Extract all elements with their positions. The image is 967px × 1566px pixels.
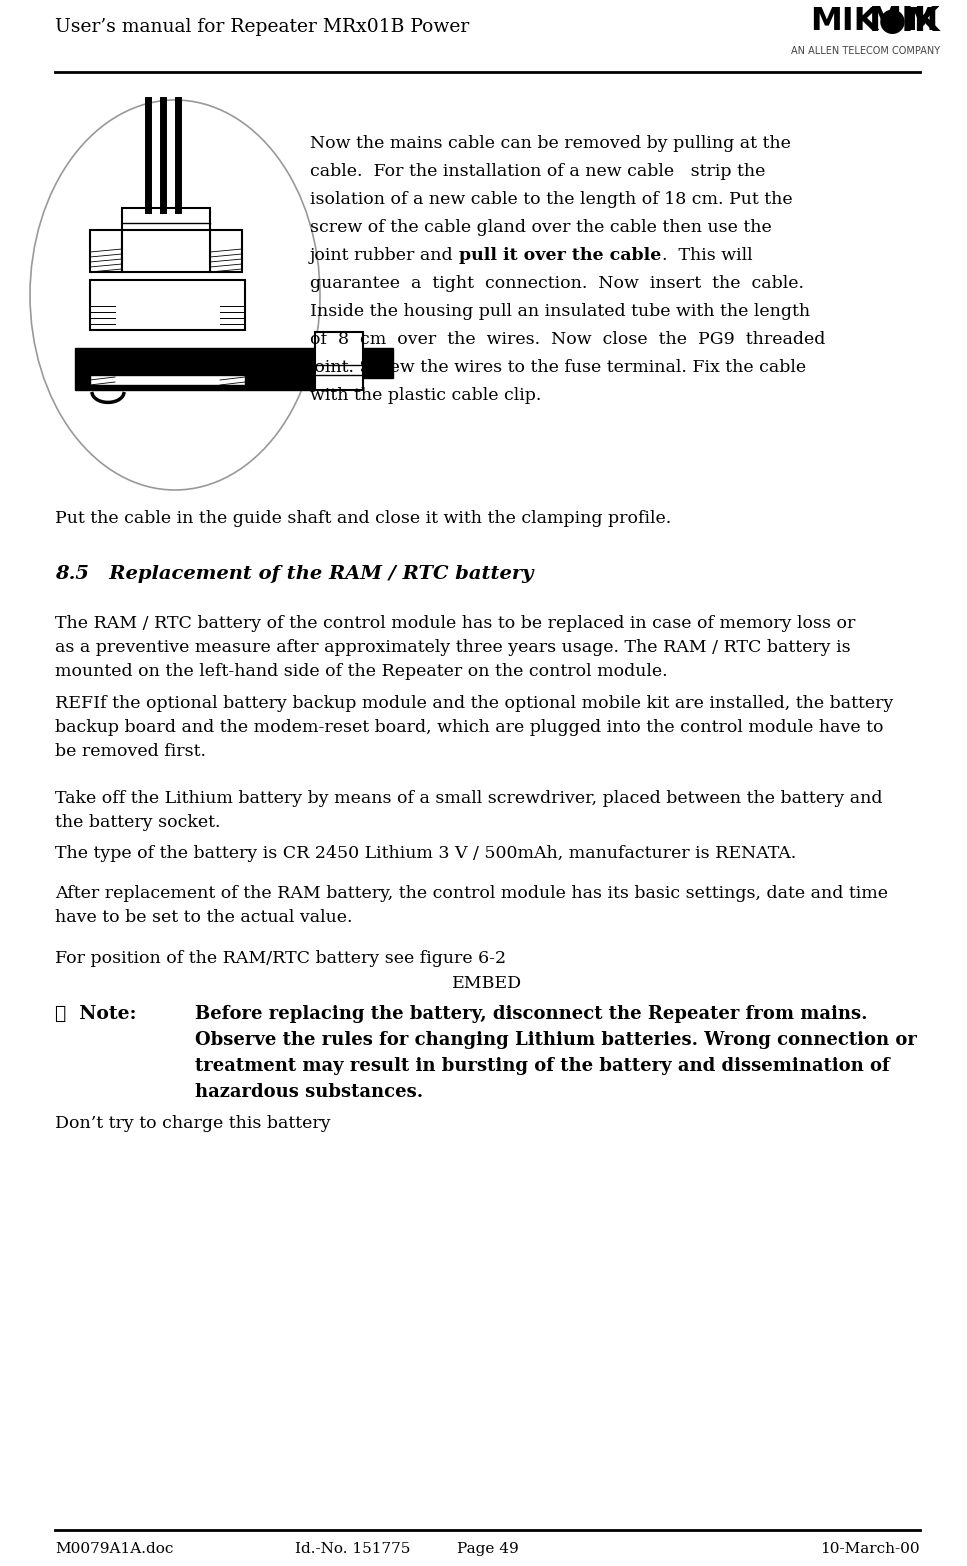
- Text: have to be set to the actual value.: have to be set to the actual value.: [55, 908, 353, 926]
- Text: be removed first.: be removed first.: [55, 742, 206, 760]
- Text: M0079A1A.doc: M0079A1A.doc: [55, 1543, 173, 1557]
- Text: Now the mains cable can be removed by pulling at the: Now the mains cable can be removed by pu…: [310, 135, 791, 152]
- Text: guarantee  a  tight  connection.  Now  insert  the  cable.: guarantee a tight connection. Now insert…: [310, 276, 804, 291]
- Text: mounted on the left-hand side of the Repeater on the control module.: mounted on the left-hand side of the Rep…: [55, 662, 667, 680]
- Text: treatment may result in bursting of the battery and dissemination of: treatment may result in bursting of the …: [195, 1057, 890, 1074]
- Text: Page 49: Page 49: [456, 1543, 518, 1557]
- Text: cable.  For the installation of a new cable   strip the: cable. For the installation of a new cab…: [310, 163, 765, 180]
- Text: After replacement of the RAM battery, the control module has its basic settings,: After replacement of the RAM battery, th…: [55, 885, 888, 902]
- Bar: [122, 208, 210, 233]
- Text: REFIf the optional battery backup module and the optional mobile kit are install: REFIf the optional battery backup module…: [55, 695, 894, 713]
- Text: pull it over the cable: pull it over the cable: [459, 247, 661, 265]
- Text: joint rubber and: joint rubber and: [310, 247, 459, 265]
- Text: For position of the RAM/RTC battery see figure 6-2: For position of the RAM/RTC battery see …: [55, 951, 506, 966]
- Text: isolation of a new cable to the length of 18 cm. Put the: isolation of a new cable to the length o…: [310, 191, 793, 208]
- Text: MIK: MIK: [868, 5, 940, 38]
- Bar: [363, 348, 393, 377]
- Text: .  This will: . This will: [661, 247, 752, 265]
- Bar: [90, 280, 245, 330]
- Text: EMBED: EMBED: [453, 976, 522, 991]
- Text: as a preventive measure after approximately three years usage. The RAM / RTC bat: as a preventive measure after approximat…: [55, 639, 851, 656]
- Text: screw of the cable gland over the cable then use the: screw of the cable gland over the cable …: [310, 219, 772, 236]
- Text: The type of the battery is CR 2450 Lithium 3 V / 500mAh, manufacturer is RENATA.: The type of the battery is CR 2450 Lithi…: [55, 846, 796, 861]
- Bar: [315, 332, 363, 390]
- Text: backup board and the modem-reset board, which are plugged into the control modul: backup board and the modem-reset board, …: [55, 719, 884, 736]
- Text: Observe the rules for changing Lithium batteries. Wrong connection or: Observe the rules for changing Lithium b…: [195, 1030, 917, 1049]
- Text: with the plastic cable clip.: with the plastic cable clip.: [310, 387, 542, 404]
- Text: 8.5   Replacement of the RAM / RTC battery: 8.5 Replacement of the RAM / RTC battery: [55, 565, 534, 583]
- Text: Inside the housing pull an insulated tube with the length: Inside the housing pull an insulated tub…: [310, 302, 810, 319]
- Text: Before replacing the battery, disconnect the Repeater from mains.: Before replacing the battery, disconnect…: [195, 1005, 867, 1023]
- Text: Take off the Lithium battery by means of a small screwdriver, placed between the: Take off the Lithium battery by means of…: [55, 789, 883, 806]
- Bar: [75, 348, 315, 390]
- Text: joint. Screw the wires to the fuse terminal. Fix the cable: joint. Screw the wires to the fuse termi…: [310, 359, 807, 376]
- Text: 10-March-00: 10-March-00: [820, 1543, 920, 1557]
- Text: AN ALLEN TELECOM COMPANY: AN ALLEN TELECOM COMPANY: [791, 45, 940, 56]
- Text: User’s manual for Repeater MRx01B Power: User’s manual for Repeater MRx01B Power: [55, 17, 469, 36]
- Text: Don’t try to charge this battery: Don’t try to charge this battery: [55, 1115, 331, 1132]
- Bar: [210, 230, 242, 272]
- Bar: [90, 230, 122, 272]
- Text: Put the cable in the guide shaft and close it with the clamping profile.: Put the cable in the guide shaft and clo…: [55, 511, 671, 528]
- Text: MIK●M: MIK●M: [809, 6, 938, 38]
- Bar: [122, 230, 210, 272]
- Text: ☞  Note:: ☞ Note:: [55, 1005, 136, 1023]
- Text: of  8  cm  over  the  wires.  Now  close  the  PG9  threaded: of 8 cm over the wires. Now close the PG…: [310, 330, 826, 348]
- Bar: [90, 374, 245, 385]
- Text: the battery socket.: the battery socket.: [55, 814, 220, 832]
- Text: Id.-No. 151775: Id.-No. 151775: [295, 1543, 410, 1557]
- Text: The RAM / RTC battery of the control module has to be replaced in case of memory: The RAM / RTC battery of the control mod…: [55, 615, 856, 633]
- Text: hazardous substances.: hazardous substances.: [195, 1084, 424, 1101]
